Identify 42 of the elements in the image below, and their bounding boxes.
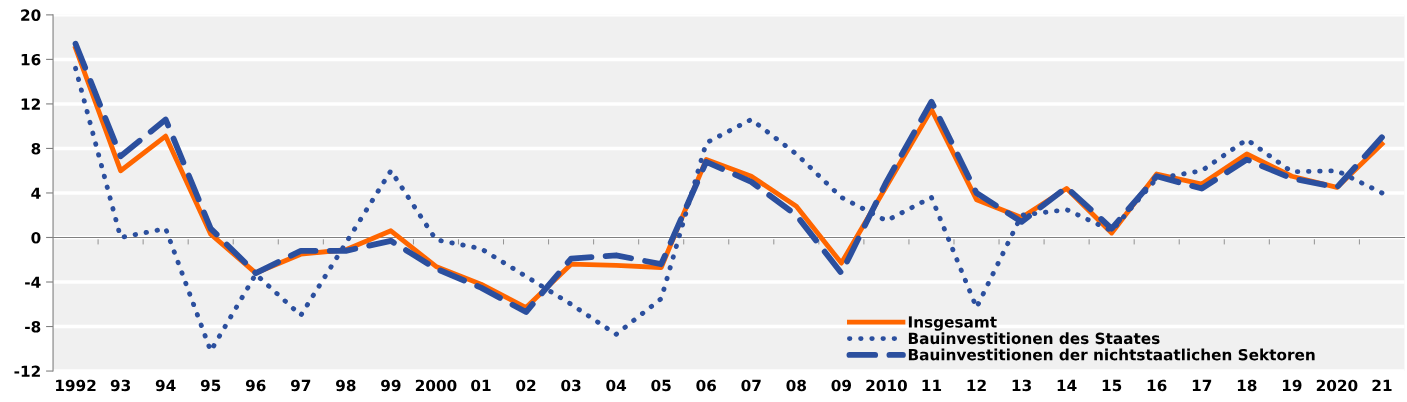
y-tick-label: -8: [25, 320, 41, 333]
x-tick-label: 09: [831, 379, 852, 392]
x-tick-label: 02: [516, 379, 536, 392]
x-tick-label: 12: [967, 379, 986, 391]
x-tick-label: 21: [1372, 379, 1392, 391]
x-tick-label: 06: [696, 379, 717, 392]
y-tick-label: -12: [14, 365, 40, 377]
y-tick-label: 16: [21, 53, 41, 66]
legend-label: Bauinvestitionen der nichtstaatlichen Sektoren: [908, 348, 1315, 361]
y-tick-label: 8: [31, 142, 41, 155]
x-tick-label: 03: [561, 379, 581, 392]
y-tick-label: 12: [21, 98, 40, 110]
x-tick-label: 01: [471, 379, 491, 392]
y-tick-label: 4: [31, 187, 41, 199]
x-tick-label: 11: [922, 379, 942, 391]
x-tick-label: 13: [1012, 379, 1031, 392]
x-tick-label: 19: [1282, 379, 1302, 392]
x-tick-label: 16: [1147, 379, 1167, 392]
x-tick-label: 2010: [866, 379, 907, 392]
x-tick-label: 93: [110, 379, 131, 392]
legend-label: Insgesamt: [908, 316, 997, 331]
x-tick-label: 17: [1192, 379, 1212, 391]
x-tick-label: 2000: [415, 379, 457, 392]
x-tick-label: 98: [336, 379, 356, 392]
x-tick-label: 14: [1057, 379, 1077, 391]
y-tick-label: -4: [25, 276, 41, 288]
x-tick-label: 07: [741, 379, 761, 392]
x-tick-label: 08: [786, 379, 807, 392]
legend-label: Bauinvestitionen des Staates: [908, 332, 1160, 345]
x-tick-label: 96: [245, 379, 266, 392]
x-tick-label: 05: [651, 379, 671, 392]
x-tick-label: 18: [1237, 379, 1257, 392]
x-tick-label: 04: [606, 379, 627, 392]
y-tick-label: 20: [21, 9, 41, 21]
x-tick-label: 1992: [56, 379, 96, 392]
x-tick-label: 2020: [1316, 379, 1358, 392]
x-tick-label: 97: [290, 379, 311, 392]
x-tick-label: 94: [155, 379, 176, 392]
x-tick-label: 95: [200, 379, 221, 392]
x-tick-label: 99: [381, 379, 401, 392]
x-tick-label: 15: [1102, 379, 1122, 392]
y-tick-label: 0: [31, 231, 41, 244]
